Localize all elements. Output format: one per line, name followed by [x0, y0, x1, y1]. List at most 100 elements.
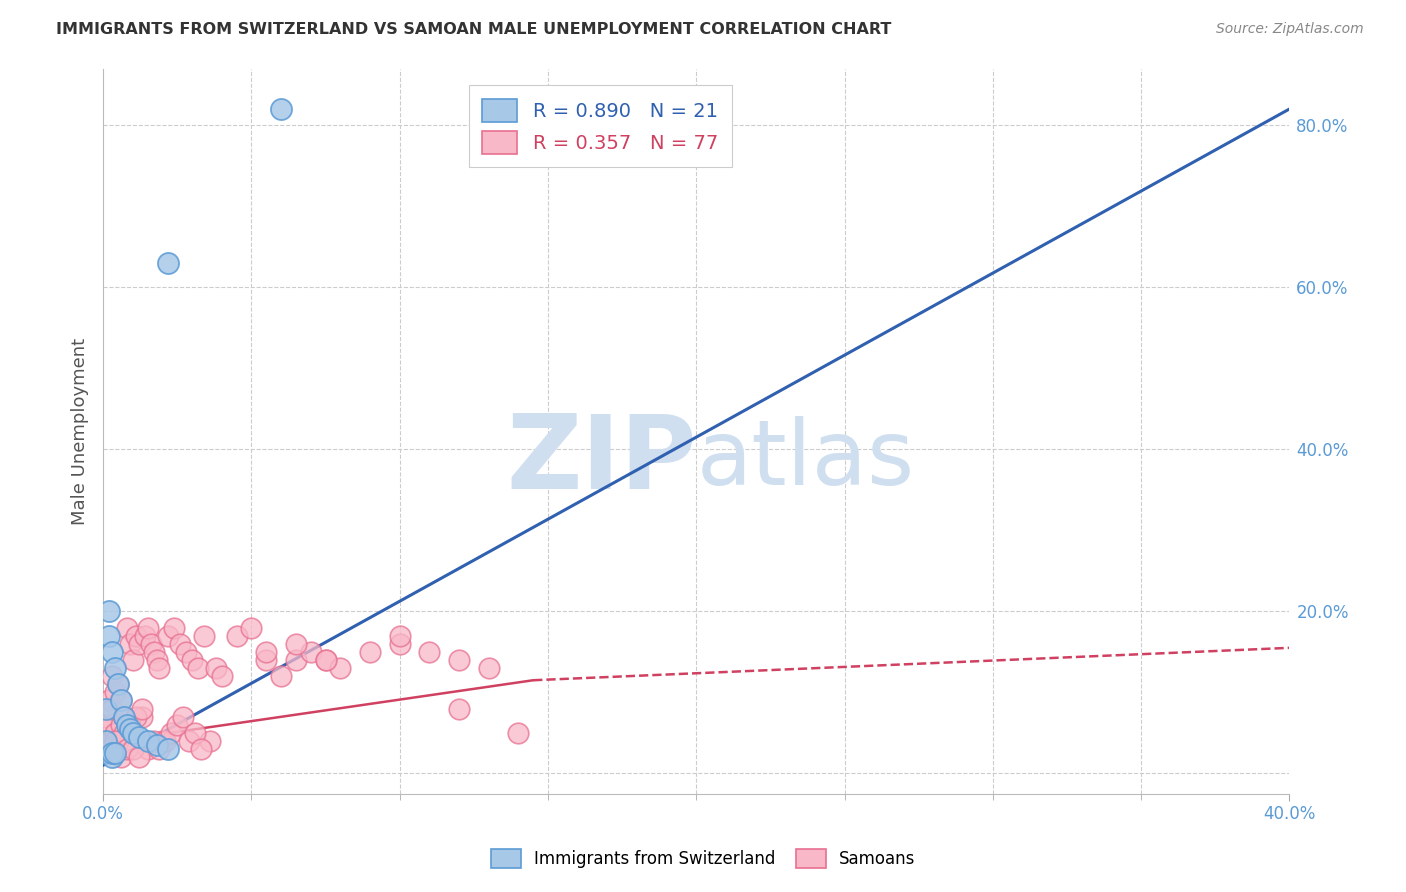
Point [211, 669, 233, 683]
Point [508, 726, 530, 740]
Point [155, 734, 177, 748]
Point [225, 629, 247, 643]
Point [104, 746, 127, 760]
Point [136, 734, 159, 748]
Point [139, 637, 162, 651]
Point [101, 750, 124, 764]
Point [254, 653, 277, 667]
Point [157, 256, 180, 270]
Point [145, 738, 167, 752]
Point [148, 742, 170, 756]
Point [388, 629, 411, 643]
Point [136, 742, 159, 756]
Point [270, 669, 292, 683]
Point [107, 734, 129, 748]
Point [181, 653, 204, 667]
Text: Source: ZipAtlas.com: Source: ZipAtlas.com [1216, 22, 1364, 37]
Point [94, 709, 117, 723]
Point [198, 734, 221, 748]
Y-axis label: Male Unemployment: Male Unemployment [72, 337, 89, 524]
Point [110, 718, 132, 732]
Point [104, 726, 127, 740]
Point [418, 645, 440, 659]
Point [128, 637, 150, 651]
Point [478, 661, 501, 675]
Point [125, 629, 148, 643]
Point [240, 621, 263, 635]
Point [101, 742, 124, 756]
Point [110, 750, 132, 764]
Point [152, 734, 174, 748]
Point [174, 645, 197, 659]
Point [118, 718, 141, 732]
Point [329, 661, 352, 675]
Point [104, 661, 127, 675]
Point [157, 742, 180, 756]
Point [184, 726, 207, 740]
Point [118, 722, 141, 736]
Point [299, 645, 322, 659]
Point [270, 102, 292, 116]
Point [110, 693, 132, 707]
Point [131, 709, 153, 723]
Point [284, 637, 307, 651]
Point [179, 734, 201, 748]
Point [121, 742, 143, 756]
Point [142, 645, 165, 659]
Point [134, 629, 156, 643]
Point [98, 742, 121, 756]
Point [284, 653, 307, 667]
Point [254, 645, 277, 659]
Point [101, 746, 124, 760]
Legend: Immigrants from Switzerland, Samoans: Immigrants from Switzerland, Samoans [482, 840, 924, 877]
Point [121, 726, 143, 740]
Point [128, 750, 150, 764]
Text: atlas: atlas [696, 416, 914, 504]
Point [107, 677, 129, 691]
Point [110, 693, 132, 707]
Point [136, 621, 159, 635]
Point [94, 701, 117, 715]
Point [98, 629, 121, 643]
Point [115, 742, 138, 756]
Point [107, 677, 129, 691]
Point [315, 653, 337, 667]
Point [148, 661, 170, 675]
Point [98, 718, 121, 732]
Point [128, 730, 150, 744]
Legend: R = 0.890   N = 21, R = 0.357   N = 77: R = 0.890 N = 21, R = 0.357 N = 77 [468, 86, 731, 168]
Point [169, 637, 191, 651]
Point [101, 701, 124, 715]
Point [166, 718, 188, 732]
Point [94, 734, 117, 748]
Point [112, 709, 135, 723]
Point [121, 653, 143, 667]
Point [104, 734, 127, 748]
Point [101, 669, 124, 683]
Point [447, 701, 470, 715]
Point [187, 661, 209, 675]
Point [115, 621, 138, 635]
Point [98, 693, 121, 707]
Point [131, 701, 153, 715]
Point [112, 726, 135, 740]
Text: ZIP: ZIP [506, 409, 696, 510]
Point [193, 629, 215, 643]
Point [104, 685, 127, 699]
Point [447, 653, 470, 667]
Point [98, 604, 121, 618]
Point [205, 661, 228, 675]
Point [172, 709, 194, 723]
Point [118, 637, 141, 651]
Point [145, 653, 167, 667]
Point [163, 621, 186, 635]
Point [115, 718, 138, 732]
Point [315, 653, 337, 667]
Point [125, 709, 148, 723]
Point [112, 709, 135, 723]
Point [142, 734, 165, 748]
Point [107, 734, 129, 748]
Point [157, 629, 180, 643]
Point [359, 645, 381, 659]
Point [190, 742, 212, 756]
